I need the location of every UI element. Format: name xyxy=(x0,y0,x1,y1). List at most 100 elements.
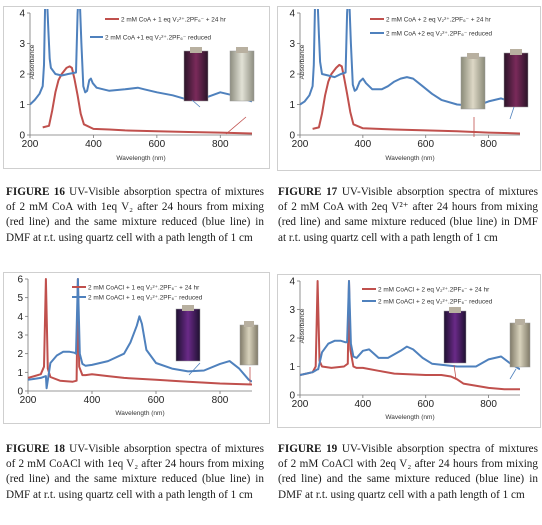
y-tick-label: 0 xyxy=(19,131,25,142)
x-tick-label: 400 xyxy=(355,399,372,410)
caption-label: FIGURE 16 xyxy=(6,186,65,198)
x-tick-label: 400 xyxy=(84,395,101,406)
caption-text: UV-Visible absorption spectra of mixture… xyxy=(6,186,264,244)
x-tick-label: 200 xyxy=(292,399,309,410)
vial-cap xyxy=(467,53,479,59)
y-tick-label: 1 xyxy=(289,100,295,111)
legend-label: 2 mM CoA + 1 eq V₂²⁺.2PF₆⁻ + 24 hr xyxy=(121,17,227,24)
y-tick-label: 2 xyxy=(17,349,23,360)
x-tick-label: 400 xyxy=(355,139,372,150)
x-tick-label: 200 xyxy=(20,395,37,406)
figure-18-caption: FIGURE 18 UV-Visible absorption spectra … xyxy=(6,442,264,503)
x-tick-label: 800 xyxy=(212,139,229,150)
figure-19-chart: 0 1 2 3 4 200 400 600 800 Wavelength (nm) Absorban… xyxy=(277,274,541,428)
y-tick-label: 2 xyxy=(19,70,25,81)
y-tick-label: 2 xyxy=(289,70,295,81)
caption-label: FIGURE 18 xyxy=(6,443,65,455)
y-tick-label: 3 xyxy=(17,331,23,342)
y-tick-label: 1 xyxy=(19,100,25,111)
series-line-red xyxy=(300,280,520,391)
legend-label: 2 mM CoACl + 1 eq V₂²⁺.2PF₆⁻ reduced xyxy=(88,295,203,302)
series-line-blue xyxy=(300,280,520,376)
plot-layer: 0 1 2 3 4 200 400 600 800 Wavelength (nm) Absorban… xyxy=(289,9,520,162)
vial-cap xyxy=(236,47,248,53)
figure-16-caption: FIGURE 16 UV-Visible absorption spectra … xyxy=(6,185,264,246)
arrow-to-blue-line xyxy=(188,362,201,376)
vial-cap xyxy=(244,321,254,327)
legend: 2 mM CoA + 2 eq V₂²⁺.2PF₆⁻ + 24 hr 2 mM … xyxy=(370,17,493,38)
caption-text: UV-Visible absorption spectra of mixture… xyxy=(278,443,538,501)
vial-cap xyxy=(510,49,522,55)
y-tick-label: 1 xyxy=(17,368,23,379)
vial-photo-clear xyxy=(460,56,486,110)
vial-cap xyxy=(190,47,202,53)
vial-photo-clear xyxy=(229,50,255,102)
caption-text: UV-Visible absorption spectra of mixture… xyxy=(6,443,264,501)
x-axis-title: Wavelength (nm) xyxy=(115,410,164,417)
x-tick-label: 800 xyxy=(480,139,497,150)
x-axis-title: Wavelength (nm) xyxy=(116,155,165,162)
plot-layer: 0 1 2 3 4 5 6 200 400 600 800 Wavelength (nm) xyxy=(17,275,252,417)
series-line-blue xyxy=(28,278,252,390)
legend-label: 2 mM CoACl + 2 eq V₂²⁺.2PF₆⁻ + 24 hr xyxy=(378,287,490,294)
figure-17-chart: 0 1 2 3 4 200 400 600 800 Wavelength (nm) Absorban… xyxy=(277,6,541,171)
y-tick-label: 3 xyxy=(289,39,295,50)
vial-cap xyxy=(449,307,461,313)
y-tick-label: 3 xyxy=(19,39,25,50)
legend: 2 mM CoACl + 2 eq V₂²⁺.2PF₆⁻ + 24 hr 2 m… xyxy=(362,287,493,306)
legend-label: 2 mM CoA +1 eq V₂²⁺.2PF₆⁻ reduced xyxy=(105,35,212,42)
y-axis-title: Absorbance xyxy=(299,308,306,343)
legend-label: 2 mM CoACl + 1 eq V₂²⁺.2PF₆⁻ + 24 hr xyxy=(88,285,200,292)
x-tick-label: 600 xyxy=(148,395,165,406)
series-line-blue xyxy=(30,9,252,106)
figure-16-plot: 0 1 2 3 4 200 400 600 800 Wavelength (nm) Absorban… xyxy=(19,9,255,162)
y-tick-label: 6 xyxy=(17,275,23,286)
series-line-red xyxy=(312,63,520,135)
figure-17-caption: FIGURE 17 UV-Visible absorption spectra … xyxy=(278,185,538,246)
y-tick-label: 5 xyxy=(17,293,23,304)
x-axis-title: Wavelength (nm) xyxy=(385,414,434,421)
arrow-to-blue-line xyxy=(191,99,201,108)
vial-cap xyxy=(515,319,525,325)
y-tick-label: 4 xyxy=(17,312,23,323)
caption-text: UV-Visible absorption spectra of mixture… xyxy=(278,186,538,244)
y-tick-label: 4 xyxy=(289,9,295,20)
y-tick-label: 0 xyxy=(289,391,295,402)
x-tick-label: 600 xyxy=(417,399,434,410)
arrow-to-blue-line xyxy=(509,368,517,380)
y-tick-label: 0 xyxy=(17,387,23,398)
x-tick-label: 200 xyxy=(292,139,309,150)
x-tick-label: 200 xyxy=(22,139,39,150)
plot-layer: 0 1 2 3 4 200 400 600 800 Wavelength (nm) Absorban… xyxy=(19,9,252,162)
arrow-to-blue-line xyxy=(509,106,515,120)
x-tick-label: 600 xyxy=(417,139,434,150)
caption-label: FIGURE 17 xyxy=(278,186,338,198)
legend-label: 2 mM CoA +2 eq V₂²⁺.2PF₆⁻ reduced xyxy=(386,31,493,38)
y-tick-label: 0 xyxy=(289,131,295,142)
figure-17-plot: 0 1 2 3 4 200 400 600 800 Wavelength (nm) Absorban… xyxy=(289,9,529,162)
x-tick-label: 800 xyxy=(212,395,229,406)
y-axis-title: Absorbance xyxy=(299,44,306,79)
legend: 2 mM CoA + 1 eq V₂²⁺.2PF₆⁻ + 24 hr 2 mM … xyxy=(90,17,227,42)
vial-cap xyxy=(182,305,194,311)
figure-16-chart: 0 1 2 3 4 200 400 600 800 Wavelength (nm) Absorban… xyxy=(3,6,270,169)
figure-19-plot: 0 1 2 3 4 200 400 600 800 Wavelength (nm) Absorban… xyxy=(289,277,531,421)
series-line-red xyxy=(42,65,252,135)
legend-label: 2 mM CoA + 2 eq V₂²⁺.2PF₆⁻ + 24 hr xyxy=(386,17,492,24)
series-line-blue xyxy=(300,9,520,107)
caption-label: FIGURE 19 xyxy=(278,443,338,455)
arrow-to-red-line xyxy=(453,364,457,380)
figure-18-chart: 0 1 2 3 4 5 6 200 400 600 800 Wavelength (nm) 2 mM … xyxy=(3,272,270,424)
legend: 2 mM CoACl + 1 eq V₂²⁺.2PF₆⁻ + 24 hr 2 m… xyxy=(72,285,203,302)
x-axis-title: Wavelength (nm) xyxy=(385,155,434,162)
figure-18-plot: 0 1 2 3 4 5 6 200 400 600 800 Wavelength (nm) 2 mM … xyxy=(17,275,259,417)
x-tick-label: 600 xyxy=(149,139,166,150)
vial-photo-clear xyxy=(239,324,259,366)
plot-layer: 0 1 2 3 4 200 400 600 800 Wavelength (nm) Absorban… xyxy=(289,277,520,421)
x-tick-label: 800 xyxy=(480,399,497,410)
y-tick-label: 1 xyxy=(289,362,295,373)
vial-photo-purple xyxy=(183,50,209,102)
y-tick-label: 2 xyxy=(289,334,295,345)
vial-photo-clear xyxy=(509,322,531,368)
legend-label: 2 mM CoACl + 2 eq V₂²⁺.2PF₆⁻ reduced xyxy=(378,299,493,306)
